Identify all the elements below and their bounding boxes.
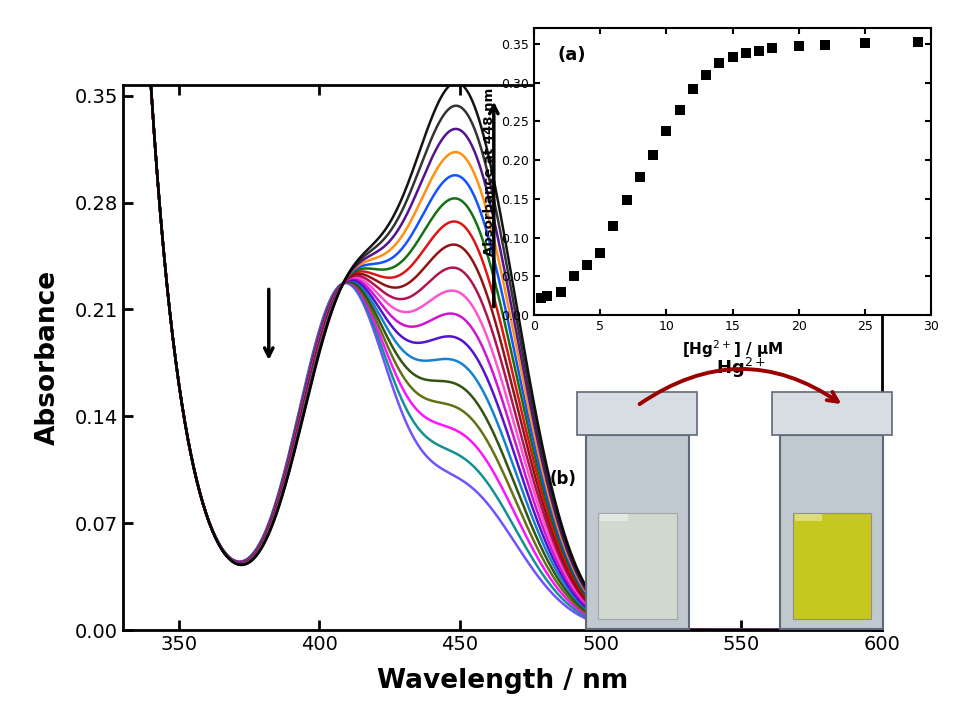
Point [540,290,556,302]
Point [685,83,701,94]
Point [566,270,582,282]
Y-axis label: Absorbance at 448 nm: Absorbance at 448 nm [483,88,496,256]
Point [910,37,926,48]
FancyBboxPatch shape [577,392,697,435]
Text: (b): (b) [550,470,577,488]
FancyBboxPatch shape [586,435,689,629]
Point [606,220,621,232]
Point [738,47,754,59]
FancyBboxPatch shape [772,392,892,435]
Text: (a): (a) [558,45,586,64]
Bar [793,513,871,620]
X-axis label: Wavelength / nm: Wavelength / nm [376,668,628,694]
Point [857,38,873,49]
Bar [795,514,822,522]
Point [752,45,767,57]
Point [646,149,662,160]
Point [553,286,568,297]
Point [632,171,648,183]
Point [579,259,595,270]
Point [592,247,608,258]
Y-axis label: Absorbance: Absorbance [34,270,61,445]
Point [698,69,713,81]
Text: Hg$^{2+}$: Hg$^{2+}$ [715,355,765,379]
Point [817,39,833,50]
Point [725,51,741,62]
Point [659,125,674,136]
Point [764,42,780,54]
Point [533,292,549,304]
Point [711,57,727,69]
Bar [600,514,627,522]
Point [791,40,807,52]
Point [619,195,635,206]
FancyBboxPatch shape [780,435,883,629]
X-axis label: [Hg$^{2+}$] / μM: [Hg$^{2+}$] / μM [682,338,783,360]
Point [672,104,688,115]
Bar [598,513,676,620]
